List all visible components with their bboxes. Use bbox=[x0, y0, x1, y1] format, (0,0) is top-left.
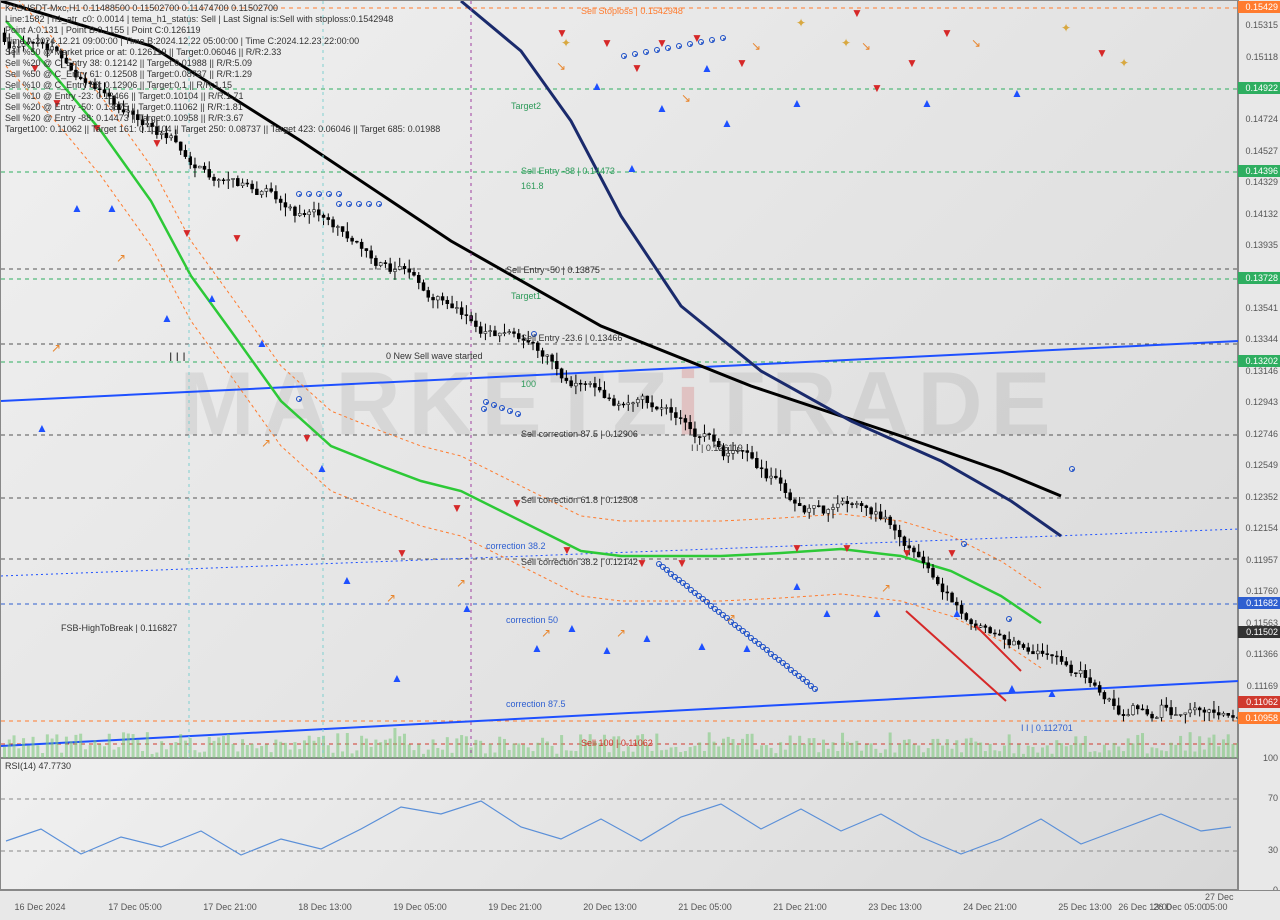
rsi-axis: 10070300 bbox=[1238, 758, 1280, 890]
svg-text:I I I: I I I bbox=[169, 350, 186, 364]
price-axis: 0.153150.151180.149220.147240.145270.143… bbox=[1238, 0, 1280, 758]
time-axis: 16 Dec 202417 Dec 05:0017 Dec 21:0018 De… bbox=[0, 890, 1280, 920]
rsi-panel[interactable]: RSI(14) 47.7730 bbox=[0, 758, 1238, 890]
header-info: KASUSDT-Mxc,H1 0.11488500 0.11502700 0.1… bbox=[5, 3, 440, 134]
main-chart[interactable]: MARKETZiTRADE I I I ▼▼▼▼▼▼▼▼▼▼▼▲▲▲▲▲▲▲▲✦… bbox=[0, 0, 1238, 758]
rsi-svg bbox=[1, 759, 1239, 891]
